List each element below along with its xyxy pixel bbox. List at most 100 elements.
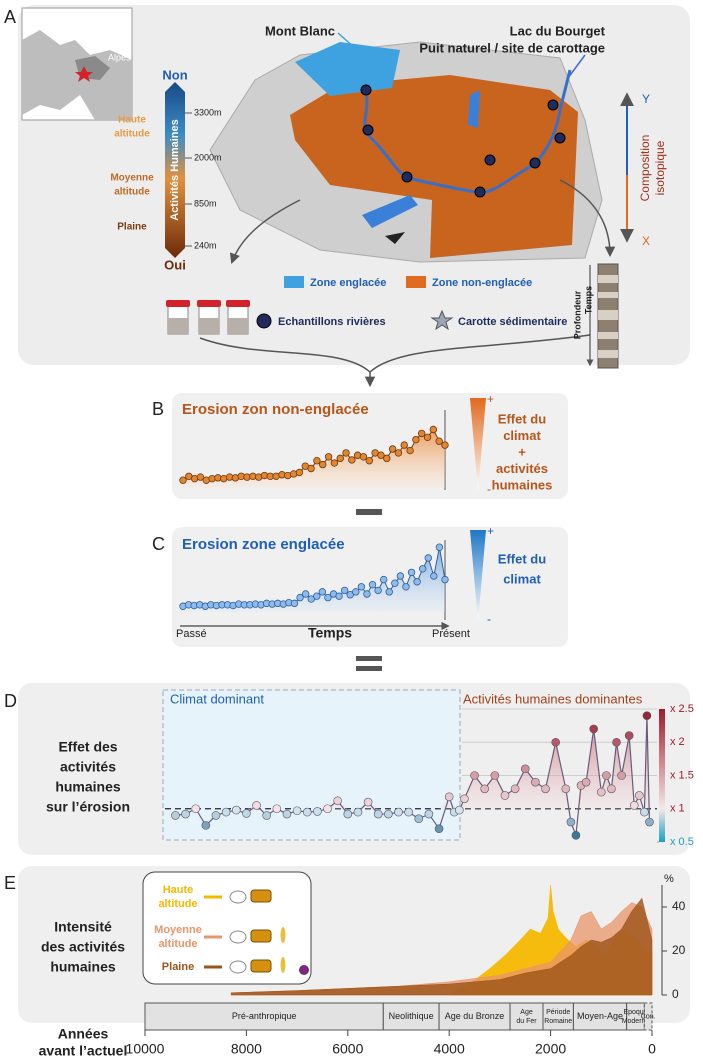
data-point: [612, 737, 621, 747]
data-point: [635, 791, 644, 800]
data-point: [335, 592, 343, 600]
effect-label: +: [518, 444, 526, 459]
data-point: [470, 771, 479, 780]
period-label: Moderne: [622, 1018, 650, 1025]
data-point: [179, 476, 187, 484]
data-point: [313, 592, 321, 600]
inset-label: Alpes: [108, 52, 131, 62]
cup-sediment: [168, 318, 188, 334]
x-tick-label: 2000: [535, 1041, 566, 1057]
series-area: [230, 897, 653, 996]
data-point: [342, 449, 350, 457]
data-point: [561, 784, 571, 794]
sample-dot: [360, 84, 372, 96]
effect-plus: +: [487, 524, 494, 538]
data-point: [302, 807, 312, 817]
data-point: [295, 468, 304, 477]
y-tick-label: x 2: [670, 736, 685, 748]
isotope-title: Composition: [638, 135, 652, 202]
series-area: [183, 429, 445, 488]
period-box: [542, 1002, 574, 1031]
lake: [468, 90, 480, 128]
cow-icon: [250, 889, 272, 903]
legend-label: Haute: [163, 884, 194, 896]
axis-label: Temps: [308, 625, 352, 641]
data-point: [396, 572, 405, 580]
sample-dot: [362, 124, 374, 136]
pointer: [567, 54, 586, 79]
axis-x: X: [642, 234, 650, 248]
data-point: [242, 809, 251, 818]
arrow: [229, 199, 301, 264]
data-point: [330, 459, 339, 467]
data-point: [402, 583, 410, 591]
period-label: Période: [546, 1009, 570, 1016]
panel-letter: A: [4, 7, 16, 27]
legend-label: altitude: [158, 898, 197, 910]
effect-triangle: [470, 530, 486, 622]
data-point: [394, 807, 403, 817]
panel-title: Erosion zon non-englacée: [182, 401, 369, 418]
period-box: [144, 1002, 384, 1031]
panel-label: des activités: [41, 939, 125, 955]
data-point: [365, 457, 374, 465]
data-point: [645, 817, 654, 827]
y-tick-label: 20: [672, 943, 686, 957]
data-point: [319, 460, 327, 469]
sheep-icon: [229, 960, 247, 974]
data-point: [191, 804, 200, 814]
data-point: [551, 737, 560, 747]
x-tick-label: 0: [648, 1041, 656, 1057]
isotope-title: isotopique: [653, 140, 667, 195]
legend-label: Echantillons rivières: [278, 316, 386, 328]
scale-top: Non: [162, 67, 187, 82]
data-point: [642, 711, 652, 720]
effect-label: Effet du: [498, 411, 546, 426]
zone-label: altitude: [114, 129, 150, 140]
data-point: [318, 588, 327, 596]
data-point: [434, 824, 444, 834]
legend-label: Zone non-englacée: [432, 277, 532, 289]
equals-operator: [356, 656, 382, 661]
data-point: [384, 809, 393, 819]
scale-bar: [659, 709, 665, 842]
core-layer: [598, 275, 618, 283]
period-label: Neolithique: [389, 1011, 434, 1021]
y-tick-label: x 2.5: [670, 703, 694, 715]
x-tick-label: 4000: [434, 1041, 465, 1057]
y-tick-label: 0: [672, 987, 679, 1001]
data-point: [607, 784, 616, 794]
data-point: [196, 473, 205, 481]
panel-title: Erosion zone englacée: [182, 536, 345, 553]
legend-swatch: [284, 276, 304, 288]
cup-lid: [166, 300, 190, 307]
elevation-label: 3300m: [194, 107, 222, 117]
effect-minus: -: [487, 482, 491, 496]
data-point: [430, 572, 438, 580]
period-label: du Fer: [516, 1018, 537, 1025]
panel-label: Intensité: [54, 919, 112, 935]
data-point: [391, 579, 399, 587]
effect-minus: -: [487, 612, 491, 626]
data-point: [292, 806, 302, 816]
data-point: [413, 578, 421, 586]
period-label: Epoque: [623, 1009, 647, 1016]
panel-letter: E: [4, 873, 16, 893]
data-point: [541, 784, 550, 794]
data-point: [383, 454, 391, 463]
effect-triangle: [470, 398, 486, 492]
sample-dot: [484, 154, 496, 166]
data-point: [336, 454, 344, 463]
period-label: Moyen-Age: [577, 1011, 623, 1021]
period-label: Pré-anthropique: [232, 1011, 297, 1021]
minus-operator: [356, 509, 382, 515]
series-area: [183, 547, 445, 612]
data-point: [333, 796, 342, 806]
y-tick-label: x 1: [670, 803, 685, 815]
panel-letter: D: [4, 691, 17, 711]
data-point: [394, 449, 403, 457]
cup-lid: [226, 300, 250, 307]
y-tick-label: x 0.5: [670, 836, 694, 848]
core-layer: [598, 350, 618, 358]
